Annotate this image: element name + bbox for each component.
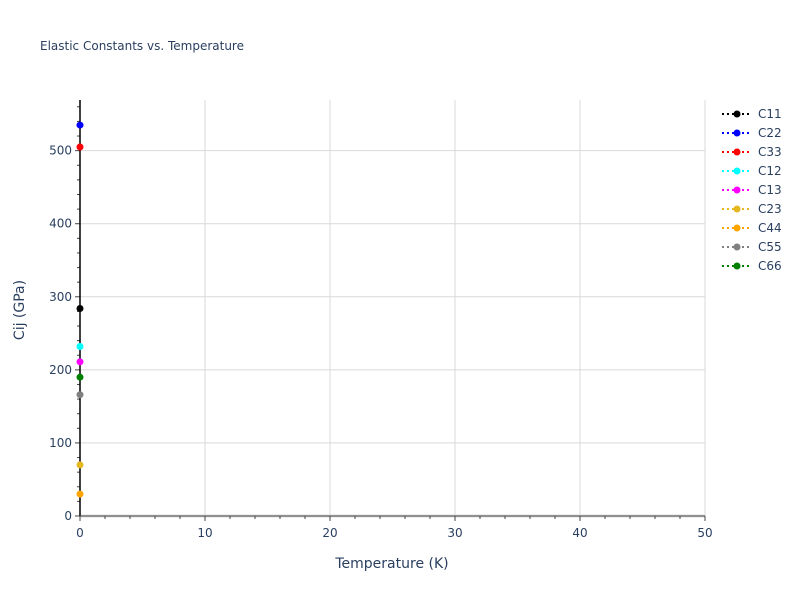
x-tick-label: 50	[697, 526, 712, 540]
x-tick-label: 0	[76, 526, 84, 540]
data-point-c11	[76, 304, 84, 312]
x-tick-label: 40	[572, 526, 587, 540]
y-tick-label: 0	[64, 509, 72, 523]
legend-item-c66[interactable]: C66	[722, 259, 782, 273]
legend-item-c55[interactable]: C55	[722, 240, 782, 254]
legend-marker	[733, 262, 741, 270]
data-point-c13	[76, 358, 84, 366]
data-point-c55	[76, 391, 84, 399]
y-tick-label: 200	[49, 363, 72, 377]
legend-label: C44	[758, 221, 782, 235]
y-tick-label: 100	[49, 436, 72, 450]
legend-marker	[733, 186, 741, 194]
legend-label: C23	[758, 202, 782, 216]
legend-label: C22	[758, 126, 782, 140]
data-point-c23	[76, 461, 84, 469]
y-axis-label: Cij (GPa)	[12, 280, 28, 340]
legend-label: C13	[758, 183, 782, 197]
legend-label: C11	[758, 107, 782, 121]
data-point-c33	[76, 143, 84, 151]
x-axis-label: Temperature (K)	[334, 556, 448, 572]
legend-item-c33[interactable]: C33	[722, 145, 782, 159]
legend-marker	[733, 243, 741, 251]
legend-item-c23[interactable]: C23	[722, 202, 782, 216]
y-tick-label: 300	[49, 290, 72, 304]
legend-marker	[733, 148, 741, 156]
legend-label: C33	[758, 145, 782, 159]
data-point-c12	[76, 342, 84, 350]
legend-item-c44[interactable]: C44	[722, 221, 782, 235]
legend-marker	[733, 167, 741, 175]
legend-label: C55	[758, 240, 782, 254]
x-tick-label: 20	[322, 526, 337, 540]
legend-label: C12	[758, 164, 782, 178]
x-tick-label: 30	[447, 526, 462, 540]
legend-marker	[733, 129, 741, 137]
chart-title: Elastic Constants vs. Temperature	[40, 39, 244, 53]
legend-item-c22[interactable]: C22	[722, 126, 782, 140]
legend-item-c13[interactable]: C13	[722, 183, 782, 197]
y-tick-label: 400	[49, 217, 72, 231]
data-point-c66	[76, 373, 84, 381]
x-tick-label: 10	[197, 526, 212, 540]
y-tick-label: 500	[49, 144, 72, 158]
legend-item-c12[interactable]: C12	[722, 164, 782, 178]
data-point-c22	[76, 121, 84, 129]
legend-marker	[733, 110, 741, 118]
data-point-c44	[76, 490, 84, 498]
legend-label: C66	[758, 259, 782, 273]
legend-item-c11[interactable]: C11	[722, 107, 782, 121]
legend-marker	[733, 205, 741, 213]
legend-marker	[733, 224, 741, 232]
